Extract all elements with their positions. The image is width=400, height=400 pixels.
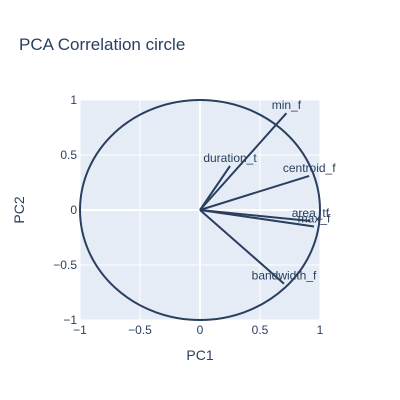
chart-title: PCA Correlation circle (19, 35, 185, 54)
correlation-circle-layer (79, 99, 321, 321)
y-tick-label: 0.5 (60, 148, 77, 162)
y-axis-title: PC2 (11, 196, 27, 223)
x-tick-label: 0.5 (252, 323, 269, 337)
vector-duration-t (199, 165, 231, 211)
x-tick-label: 0 (197, 323, 204, 337)
loading-vectors (199, 112, 315, 285)
vector-centroid-f (199, 174, 310, 211)
vector-label-max-f: max_f (298, 212, 331, 226)
vector-label-centroid-f: centroid_f (283, 161, 336, 175)
vector-label-duration-t: duration_t (203, 151, 257, 165)
y-tick-label: 0 (70, 203, 77, 217)
x-tick-label: −0.5 (128, 323, 152, 337)
vector-max-f (199, 209, 315, 228)
vector-min-f (199, 112, 288, 211)
y-tick-label: −0.5 (53, 258, 77, 272)
vector-bandwidth-f (199, 209, 285, 285)
x-tick-label: −1 (73, 323, 87, 337)
y-tick-label: 1 (70, 93, 77, 107)
unit-circle (79, 99, 321, 321)
x-axis-title: PC1 (186, 347, 213, 363)
vector-label-min-f: min_f (272, 98, 302, 112)
vector-label-area-tf: area_tf (292, 206, 330, 220)
x-tick-label: 1 (317, 323, 324, 337)
vector-labels: min_f duration_t centroid_f area_tfmax_fban… (203, 98, 336, 283)
y-tick-label: −1 (63, 313, 77, 327)
vector-label-bandwidth-f: bandwidth_f (252, 269, 317, 283)
tick-labels: −1 −0.5 0 0.5 1 −1 −0.5 0 0.5 1 (53, 93, 323, 337)
